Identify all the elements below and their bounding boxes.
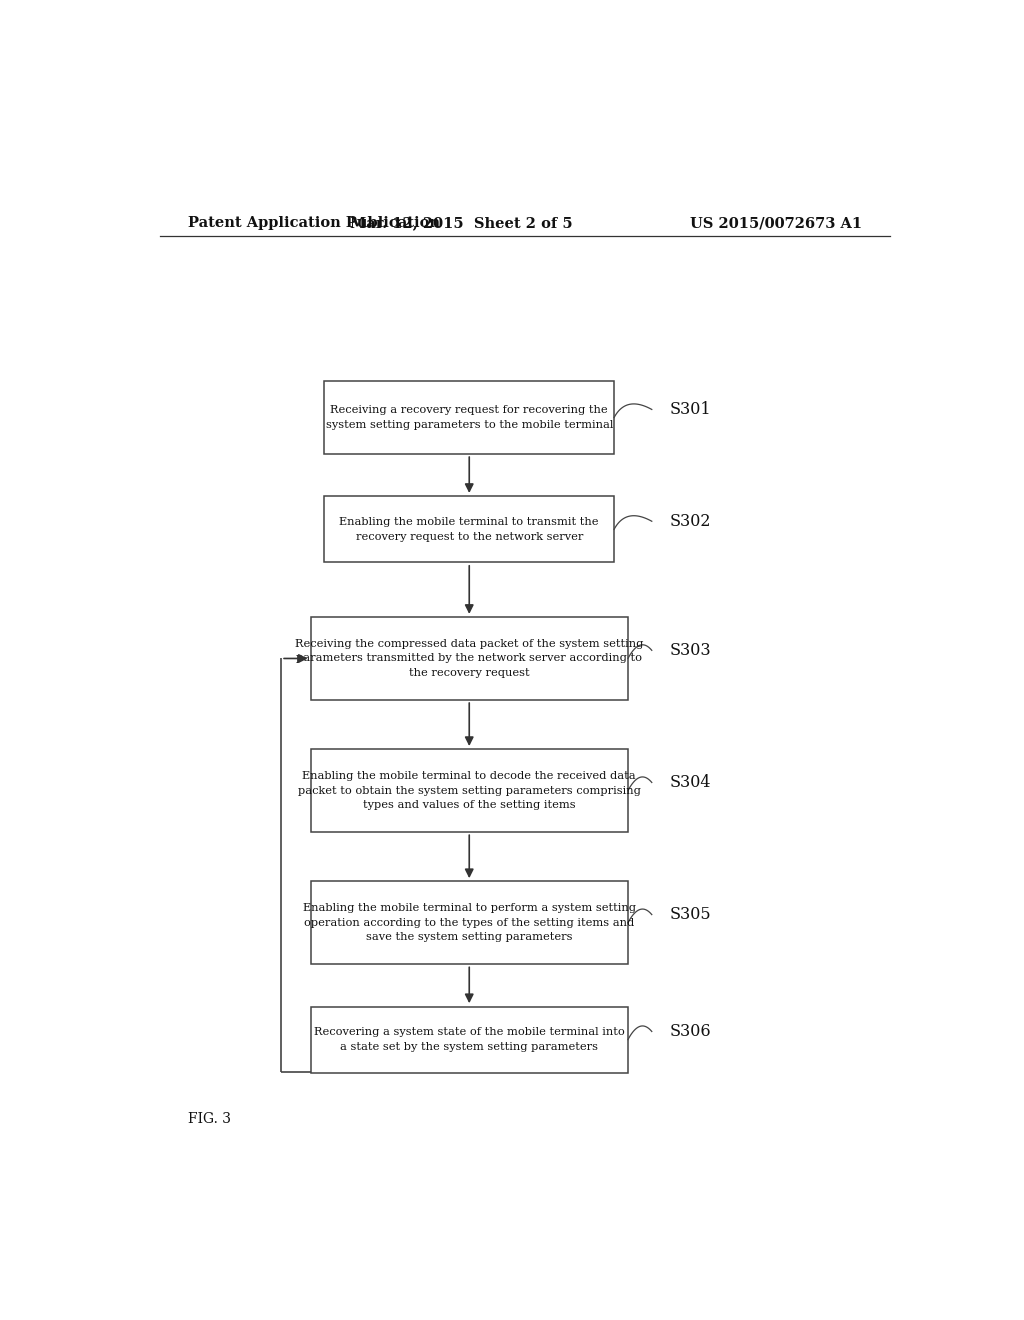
FancyBboxPatch shape [325, 381, 614, 454]
Text: S304: S304 [670, 774, 711, 791]
FancyBboxPatch shape [325, 496, 614, 562]
Text: Mar. 12, 2015  Sheet 2 of 5: Mar. 12, 2015 Sheet 2 of 5 [350, 216, 572, 231]
Text: Recovering a system state of the mobile terminal into
a state set by the system : Recovering a system state of the mobile … [314, 1027, 625, 1052]
Text: S306: S306 [670, 1023, 711, 1040]
Text: Enabling the mobile terminal to decode the received data
packet to obtain the sy: Enabling the mobile terminal to decode t… [298, 771, 641, 810]
Text: US 2015/0072673 A1: US 2015/0072673 A1 [690, 216, 862, 231]
Text: FIG. 3: FIG. 3 [187, 1111, 230, 1126]
FancyBboxPatch shape [310, 616, 628, 700]
FancyBboxPatch shape [310, 880, 628, 965]
Text: Enabling the mobile terminal to perform a system setting
operation according to : Enabling the mobile terminal to perform … [303, 903, 636, 942]
Text: Patent Application Publication: Patent Application Publication [187, 216, 439, 231]
Text: S302: S302 [670, 512, 711, 529]
Text: Enabling the mobile terminal to transmit the
recovery request to the network ser: Enabling the mobile terminal to transmit… [340, 517, 599, 541]
Text: S305: S305 [670, 906, 711, 923]
Text: S303: S303 [670, 642, 711, 659]
FancyBboxPatch shape [310, 1007, 628, 1073]
FancyBboxPatch shape [310, 748, 628, 833]
Text: S301: S301 [670, 401, 711, 418]
Text: Receiving a recovery request for recovering the
system setting parameters to the: Receiving a recovery request for recover… [326, 405, 613, 430]
Text: Receiving the compressed data packet of the system setting
parameters transmitte: Receiving the compressed data packet of … [295, 639, 643, 678]
